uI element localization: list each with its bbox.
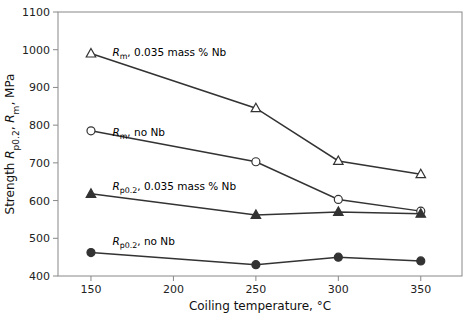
y-tick-label: 600 <box>29 195 50 208</box>
x-tick-label: 300 <box>328 283 349 296</box>
y-tick <box>53 12 58 13</box>
series-line <box>91 131 421 211</box>
y-tick-label: 700 <box>29 157 50 170</box>
y-tick-label: 400 <box>29 270 50 283</box>
y-tick <box>53 87 58 88</box>
x-tick-label: 200 <box>163 283 184 296</box>
x-tick-label: 250 <box>245 283 266 296</box>
y-tick-label: 900 <box>29 81 50 94</box>
point <box>334 156 344 165</box>
y-tick <box>53 125 58 126</box>
x-axis-label: Coiling temperature, °C <box>189 299 331 313</box>
x-tick-label: 350 <box>410 283 431 296</box>
plot-area <box>86 48 425 268</box>
point <box>86 189 96 198</box>
x-tick <box>420 276 421 281</box>
point <box>252 261 260 269</box>
y-tick <box>53 162 58 163</box>
y-tick <box>53 200 58 201</box>
series-line <box>91 53 421 174</box>
point <box>416 169 426 178</box>
y-tick <box>53 238 58 239</box>
x-tick <box>338 276 339 281</box>
y-tick-label: 500 <box>29 232 50 245</box>
y-tick <box>53 49 58 50</box>
point <box>334 195 342 203</box>
x-tick-label: 150 <box>80 283 101 296</box>
x-tick <box>173 276 174 281</box>
y-tick-label: 800 <box>29 119 50 132</box>
y-axis-label: Strength Rp0.2, Rm, MPa <box>3 74 21 215</box>
point <box>87 249 95 257</box>
point <box>87 127 95 135</box>
y-tick <box>53 276 58 277</box>
point <box>86 48 96 57</box>
annotation: Rm, no Nb <box>112 126 165 141</box>
y-tick-label: 1000 <box>22 44 50 57</box>
point <box>251 103 261 112</box>
y-tick-label: 1100 <box>22 6 50 19</box>
x-tick <box>255 276 256 281</box>
plot-frame <box>58 12 462 276</box>
point <box>417 257 425 265</box>
point <box>251 210 261 219</box>
annotation: Rp0.2, no Nb <box>112 235 175 250</box>
annotation: Rm, 0.035 mass % Nb <box>112 46 226 61</box>
point <box>416 209 426 218</box>
point <box>334 207 344 216</box>
chart: 150 200 250 300 350 400 500 600 700 800 900 1000 110… <box>0 0 474 318</box>
x-tick <box>90 276 91 281</box>
point <box>252 158 260 166</box>
point <box>334 253 342 261</box>
annotation: Rp0.2, 0.035 mass % Nb <box>112 180 236 195</box>
